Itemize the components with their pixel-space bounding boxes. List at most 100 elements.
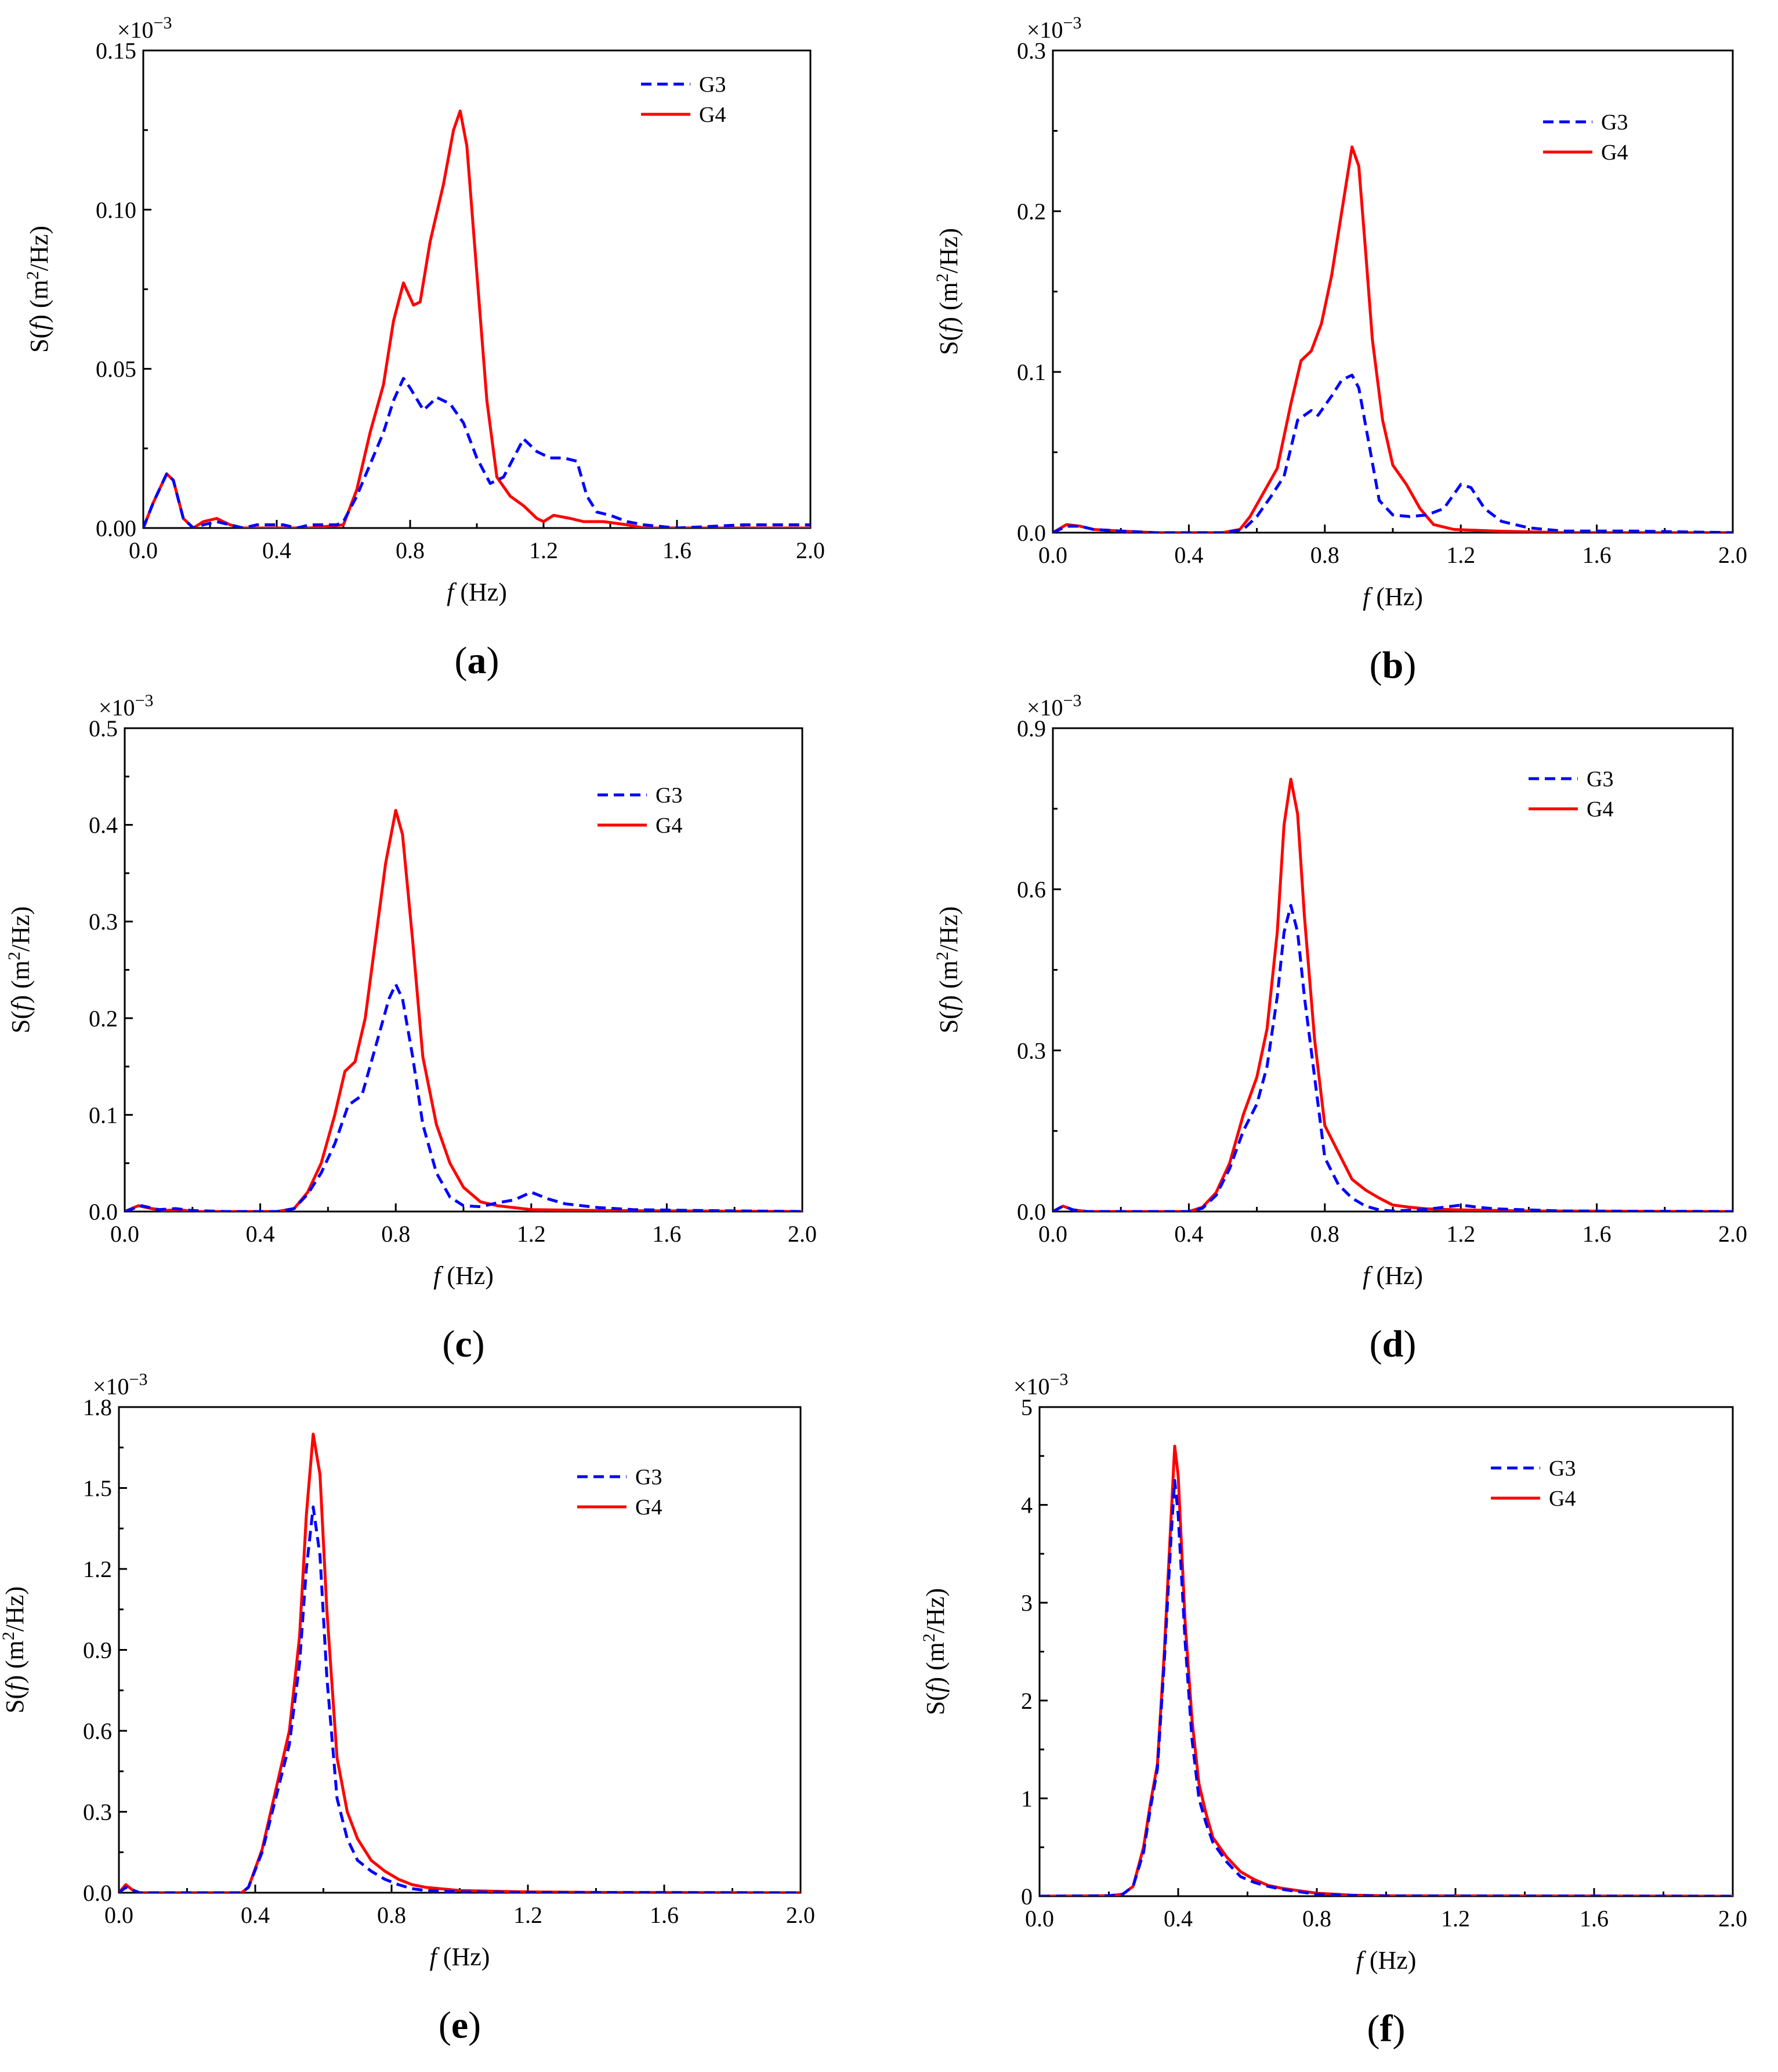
y-tick-label: 0	[1021, 1883, 1033, 1910]
x-tick-label: 0.4	[1174, 542, 1203, 568]
y-tick-label: 0.0	[1017, 1199, 1046, 1225]
plot-frame	[1052, 727, 1734, 1213]
y-axis-title: S(f) (m2/Hz)	[23, 226, 53, 353]
x-axis-title-unit: (Hz)	[440, 1261, 494, 1290]
series-line-g4	[125, 809, 802, 1212]
multiplier-base: ×10	[117, 17, 154, 43]
x-tick-label: 2.0	[1718, 1905, 1747, 1932]
x-tick-label: 0.0	[1025, 1905, 1054, 1932]
x-tick-label: 1.6	[1580, 1905, 1609, 1932]
x-tick-label: 2.0	[786, 1902, 815, 1928]
x-tick-label: 0.0	[1038, 542, 1067, 568]
x-axis-title-unit: (Hz)	[454, 578, 507, 606]
legend-label-g3: G3	[699, 73, 726, 97]
y-axis-title-prefix: S(	[6, 1011, 35, 1033]
series-line-g4	[1053, 778, 1733, 1212]
x-tick-label: 1.2	[529, 537, 558, 563]
x-tick-label: 0.8	[1310, 1221, 1339, 1247]
y-axis-title: S(f) (m2/Hz)	[919, 1588, 950, 1715]
multiplier-base: ×10	[1027, 17, 1063, 43]
y-tick-label: 0.3	[89, 909, 118, 935]
y-tick-label: 0.6	[83, 1718, 112, 1744]
y-tick-label: 0.0	[89, 1199, 118, 1225]
y-axis-title-superscript: 2	[0, 1632, 18, 1640]
legend-label-g4: G4	[656, 813, 682, 838]
multiplier-base: ×10	[93, 1373, 129, 1400]
y-tick-label: 0.1	[1017, 359, 1046, 385]
x-tick-label: 1.2	[1441, 1905, 1470, 1932]
y-axis-title-unit: ) (m	[6, 960, 35, 1004]
legend-label-g3: G3	[1587, 767, 1613, 791]
panel-label-close: )	[468, 2004, 481, 2046]
x-tick-label: 0.0	[129, 537, 158, 563]
y-axis-title-prefix: S(	[1, 1691, 29, 1713]
x-axis-title-unit: (Hz)	[437, 1943, 490, 1971]
y-axis-title: S(f) (m2/Hz)	[933, 906, 963, 1033]
y-axis-title-unit: ) (m	[1, 1640, 29, 1684]
y-multiplier: ×10−3	[1013, 1370, 1068, 1400]
y-multiplier: ×10−3	[1027, 691, 1081, 721]
x-axis-title: f (Hz)	[433, 1261, 494, 1290]
panel-label-close: )	[1403, 1323, 1416, 1365]
multiplier-base: ×10	[1027, 695, 1063, 721]
y-axis-title-superscript: 2	[23, 271, 42, 280]
y-axis-title: S(f) (m2/Hz)	[933, 228, 963, 355]
x-axis-title: f (Hz)	[1363, 1261, 1423, 1290]
series-line-g3	[119, 1505, 801, 1893]
multiplier-exponent: −3	[129, 1370, 148, 1389]
panel-label-open: (	[1370, 1323, 1382, 1365]
multiplier-exponent: −3	[1063, 13, 1082, 32]
y-axis-title-unit: ) (m	[935, 282, 963, 326]
legend-label-g3: G3	[635, 1465, 662, 1489]
y-axis-title-suffix: /Hz)	[935, 906, 963, 952]
panel-label: (b)	[1370, 644, 1417, 686]
x-tick-label: 0.4	[1174, 1221, 1203, 1247]
series-line-g4	[1040, 1444, 1733, 1896]
x-tick-label: 1.6	[662, 537, 691, 563]
series-line-g4	[119, 1433, 801, 1893]
panel-label: (e)	[439, 2004, 481, 2046]
x-tick-label: 1.6	[1583, 1221, 1612, 1247]
x-tick-label: 1.2	[513, 1902, 542, 1928]
y-tick-label: 0.1	[89, 1102, 118, 1128]
panel-label: (f)	[1367, 2008, 1406, 2050]
x-tick-label: 2.0	[1718, 542, 1747, 568]
series-line-g4	[143, 109, 810, 528]
y-axis-title-suffix: /Hz)	[6, 906, 35, 952]
y-multiplier: ×10−3	[1027, 13, 1081, 43]
y-tick-label: 3	[1021, 1590, 1033, 1616]
x-tick-label: 0.8	[1302, 1905, 1331, 1932]
x-tick-label: 2.0	[796, 537, 825, 563]
x-tick-label: 0.0	[104, 1902, 133, 1928]
panel-label-close: )	[472, 1323, 485, 1365]
y-axis-title-prefix: S(	[935, 332, 963, 355]
panel-label-open: (	[442, 1323, 455, 1365]
x-tick-label: 0.8	[381, 1221, 410, 1247]
legend-label-g4: G4	[1601, 140, 1628, 165]
y-tick-label: 1.5	[83, 1476, 112, 1502]
panel-label-letter: d	[1382, 1323, 1404, 1365]
panel-label-open: (	[455, 639, 468, 682]
y-tick-label: 1.2	[83, 1556, 112, 1582]
y-axis-title-superscript: 2	[933, 952, 952, 960]
legend-label-g4: G4	[1549, 1487, 1576, 1511]
x-tick-label: 1.6	[1583, 542, 1612, 568]
x-tick-label: 1.2	[517, 1221, 546, 1247]
panel-label-letter: a	[468, 639, 487, 682]
y-axis-title-suffix: /Hz)	[25, 226, 53, 271]
x-axis-title: f (Hz)	[447, 578, 507, 606]
series-line-g3	[1040, 1478, 1733, 1896]
legend-label-g4: G4	[1587, 797, 1613, 822]
y-tick-label: 0.0	[1017, 520, 1046, 546]
y-multiplier: ×10−3	[99, 691, 153, 721]
y-tick-label: 0.6	[1017, 877, 1046, 903]
panel-e: 0.0 0.4 0.8 1.2 1.6 2.0 0.0 0.3 0.6 0.9 1.2 1.5 1.8×…	[0, 1370, 815, 2046]
y-axis-title-suffix: /Hz)	[921, 1588, 950, 1633]
multiplier-exponent: −3	[154, 13, 172, 32]
series-line-g3	[1053, 374, 1733, 533]
x-tick-label: 1.2	[1446, 1221, 1475, 1247]
panel-label-open: (	[439, 2004, 451, 2046]
y-tick-label: 1.8	[83, 1394, 112, 1420]
y-axis-title-superscript: 2	[933, 273, 952, 282]
y-tick-label: 0.15	[96, 38, 136, 64]
